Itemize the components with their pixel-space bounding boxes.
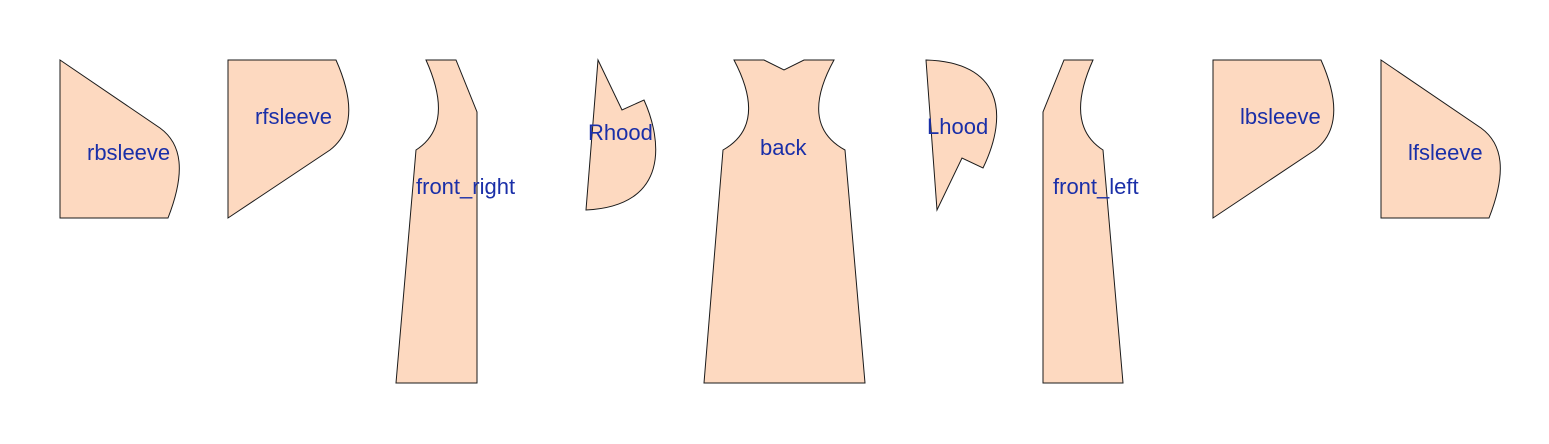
panel-lhood[interactable]: Lhood xyxy=(925,59,998,212)
panel-lfsleeve-label: lfsleeve xyxy=(1408,140,1483,165)
panel-rhood[interactable]: Rhood xyxy=(585,58,657,211)
panel-lfsleeve-shape xyxy=(1380,59,1501,219)
panel-rhood-label: Rhood xyxy=(588,120,653,145)
panel-front-right-label: front_right xyxy=(416,174,515,199)
panel-front-right-shape xyxy=(395,59,478,384)
panel-front-left[interactable]: front_left xyxy=(1042,59,1139,384)
panel-back[interactable]: back xyxy=(703,59,866,384)
panel-rhood-shape xyxy=(585,58,657,211)
panel-back-shape xyxy=(703,59,866,384)
panel-rfsleeve[interactable]: rfsleeve xyxy=(227,59,350,219)
panel-lfsleeve[interactable]: lfsleeve xyxy=(1380,59,1501,219)
panel-lbsleeve[interactable]: lbsleeve xyxy=(1212,59,1335,219)
panel-front-left-label: front_left xyxy=(1053,174,1139,199)
panel-back-label: back xyxy=(760,135,807,160)
panel-rfsleeve-shape xyxy=(227,59,350,219)
panel-front-right[interactable]: front_right xyxy=(395,59,515,384)
panel-rbsleeve[interactable]: rbsleeve xyxy=(59,59,180,219)
panel-rbsleeve-label: rbsleeve xyxy=(87,140,170,165)
panel-rfsleeve-label: rfsleeve xyxy=(255,104,332,129)
panel-rbsleeve-shape xyxy=(59,59,180,219)
panel-lhood-label: Lhood xyxy=(927,114,988,139)
panel-lbsleeve-shape xyxy=(1212,59,1335,219)
panel-front-left-shape xyxy=(1042,59,1124,384)
panel-lhood-shape xyxy=(925,59,998,212)
panel-lbsleeve-label: lbsleeve xyxy=(1240,104,1321,129)
